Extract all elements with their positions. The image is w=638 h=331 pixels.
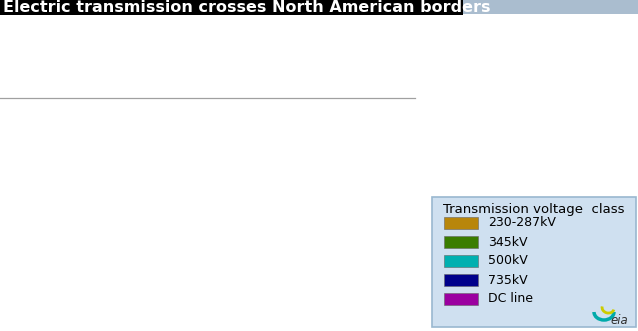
Text: Transmission voltage  class: Transmission voltage class bbox=[443, 204, 625, 216]
Text: 345kV: 345kV bbox=[488, 235, 528, 249]
Bar bbox=[444, 274, 478, 286]
Text: 735kV: 735kV bbox=[488, 273, 528, 287]
Bar bbox=[444, 255, 478, 267]
Text: 500kV: 500kV bbox=[488, 255, 528, 267]
Text: 230-287kV: 230-287kV bbox=[488, 216, 556, 229]
Bar bbox=[0, 0, 463, 15]
FancyBboxPatch shape bbox=[432, 197, 636, 327]
Text: DC line: DC line bbox=[488, 293, 533, 306]
Bar bbox=[0, 0, 463, 14]
Text: Electric transmission crosses North American borders: Electric transmission crosses North Amer… bbox=[3, 0, 491, 15]
Bar bbox=[444, 217, 478, 229]
Bar bbox=[444, 293, 478, 305]
Bar bbox=[444, 236, 478, 248]
Text: eia: eia bbox=[611, 313, 628, 326]
